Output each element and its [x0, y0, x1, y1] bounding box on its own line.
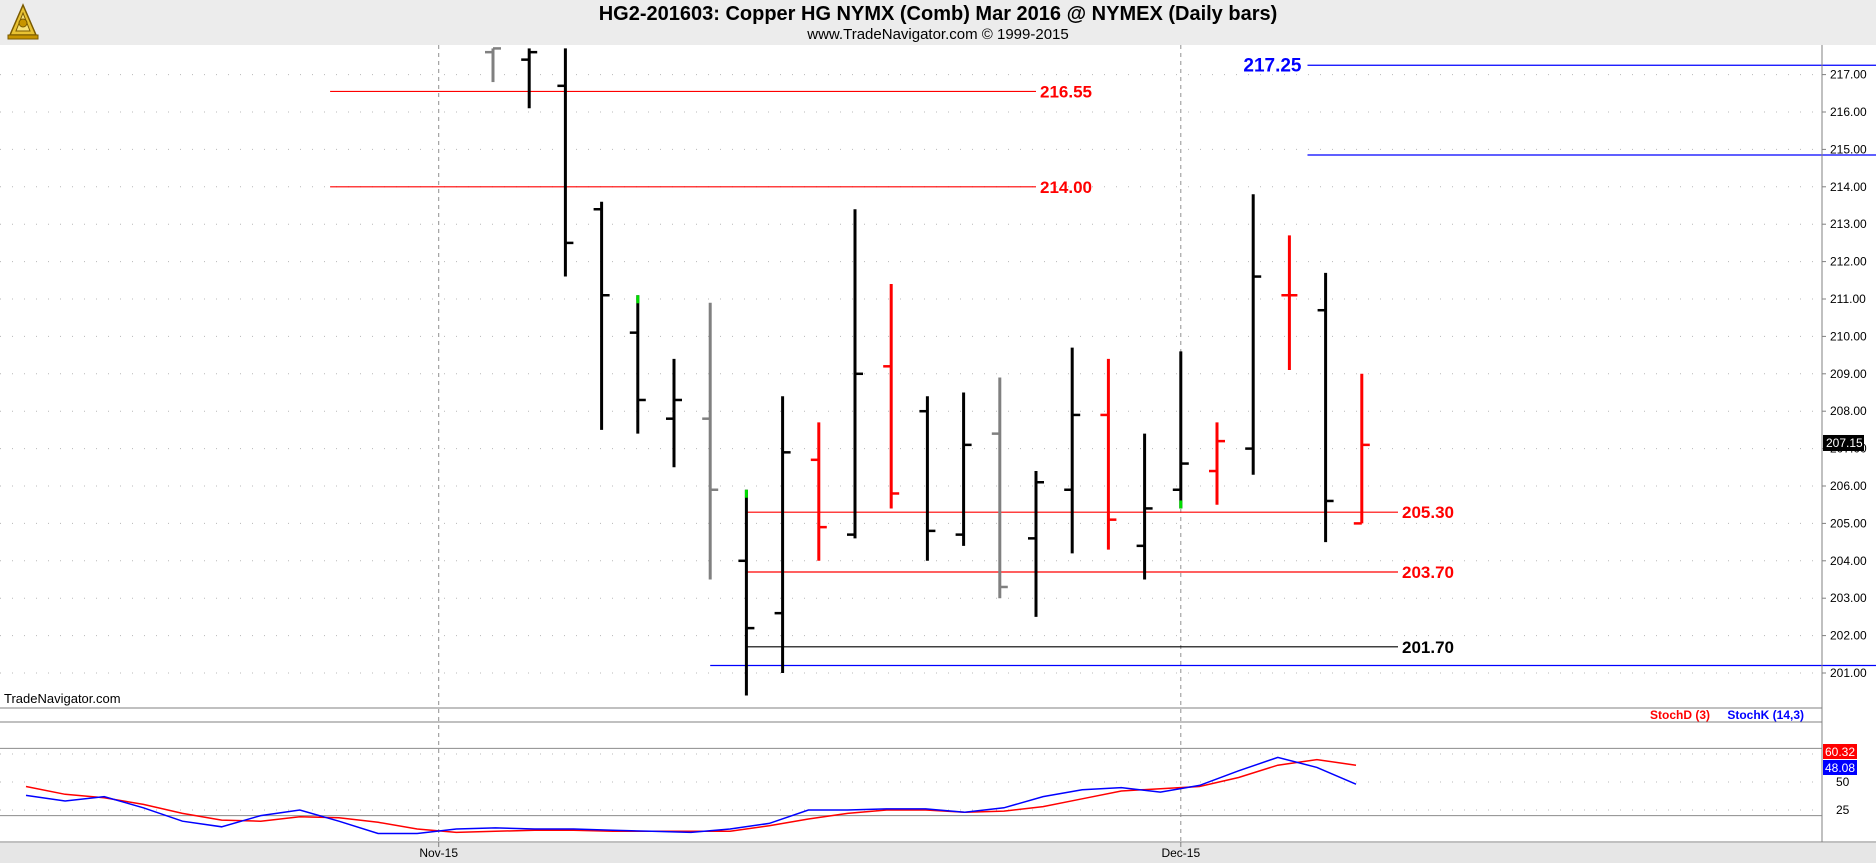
copyright-text: www.TradeNavigator.com © 1999-2015	[807, 26, 1069, 43]
stoch-d-last-badge	[1823, 744, 1857, 759]
stoch-d-line	[25, 758, 1357, 834]
level-label: 214.00	[1040, 178, 1092, 197]
price-tick-label: 208.00	[1830, 404, 1867, 418]
last-price-label: 207.15	[1826, 436, 1863, 450]
price-tick-label: 202.00	[1830, 629, 1867, 643]
price-tick-label: 214.00	[1830, 180, 1867, 194]
price-tick-label: 216.00	[1830, 105, 1867, 119]
price-tick-label: 201.00	[1830, 666, 1867, 680]
stoch-d-legend: StochD (3)	[1650, 708, 1710, 722]
level-label: 205.30	[1402, 503, 1454, 522]
date-axis-band	[0, 843, 1876, 863]
level-label: 217.25	[1243, 55, 1302, 76]
price-tick-label: 204.00	[1830, 554, 1867, 568]
price-tick-label: 212.00	[1830, 255, 1867, 269]
date-tick-label: Dec-15	[1161, 846, 1200, 860]
level-label: 203.70	[1402, 563, 1454, 582]
price-tick-label: 211.00	[1830, 292, 1866, 306]
level-label: 201.70	[1402, 638, 1454, 657]
stoch-k-legend: StochK (14,3)	[1727, 708, 1804, 722]
date-tick-label: Nov-15	[419, 846, 458, 860]
stoch-tick-label: 25	[1836, 803, 1850, 817]
chart-header: HG2-201603: Copper HG NYMX (Comb) Mar 20…	[0, 0, 1876, 45]
trade-navigator-logo-icon	[7, 3, 39, 40]
stoch-k-last-badge	[1823, 760, 1857, 775]
price-tick-label: 205.00	[1830, 516, 1867, 530]
stoch-k-line	[25, 756, 1357, 835]
last-price-badge	[1823, 434, 1864, 451]
level-label: 216.55	[1040, 82, 1092, 101]
price-tick-label: 215.00	[1830, 142, 1867, 156]
watermark-text: TradeNavigator.com	[4, 691, 121, 706]
price-tick-label: 210.00	[1830, 329, 1867, 343]
stoch-d-last-label: 60.32	[1825, 745, 1855, 759]
price-tick-label: 206.00	[1830, 479, 1867, 493]
stoch-k-last-label: 48.08	[1825, 761, 1855, 775]
price-tick-label: 209.00	[1830, 367, 1867, 381]
price-tick-label: 217.00	[1830, 68, 1867, 82]
price-tick-label: 203.00	[1830, 591, 1867, 605]
chart-title: HG2-201603: Copper HG NYMX (Comb) Mar 20…	[598, 3, 1278, 25]
price-tick-label: 213.00	[1830, 217, 1867, 231]
stoch-tick-label: 50	[1836, 775, 1850, 789]
